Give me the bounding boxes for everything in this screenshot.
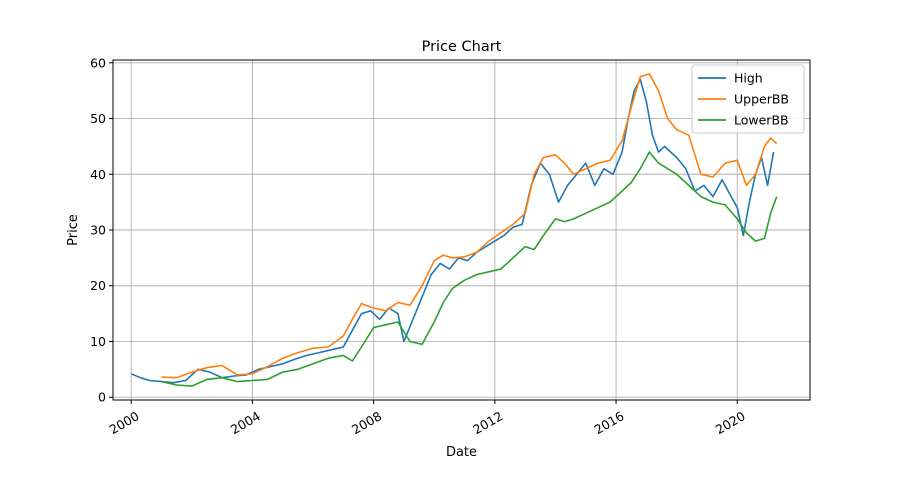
legend: High UpperBB LowerBB	[691, 64, 805, 134]
series-line-lowerbb	[161, 151, 778, 387]
series-line-high	[130, 78, 775, 384]
legend-label: LowerBB	[734, 113, 789, 128]
y-axis-label: Price	[66, 214, 81, 246]
x-tick-label: 2004	[228, 408, 263, 437]
legend-label: UpperBB	[734, 92, 789, 107]
x-tick-label: 2000	[107, 408, 142, 437]
series-line-upperbb	[161, 73, 778, 379]
chart-title: Price Chart	[422, 39, 502, 55]
x-tick-label: 2008	[349, 408, 384, 437]
axis-ticks: 2000 2004 2008 2012 2016 2020 0 10 20 30 40 50 60	[90, 55, 748, 437]
x-tick-label: 2012	[470, 408, 505, 437]
x-tick-label: 2020	[713, 408, 748, 437]
x-axis-label: Date	[446, 445, 477, 460]
y-tick-label: 50	[90, 111, 106, 126]
x-tick-label: 2016	[592, 408, 627, 437]
y-tick-label: 40	[90, 167, 106, 182]
y-tick-label: 10	[90, 334, 106, 349]
y-tick-label: 30	[90, 223, 106, 238]
y-tick-label: 20	[90, 278, 106, 293]
series-lines	[130, 73, 778, 387]
legend-box	[691, 64, 805, 134]
y-tick-label: 0	[98, 390, 106, 405]
y-tick-label: 60	[90, 55, 106, 70]
legend-label: High	[734, 71, 763, 86]
